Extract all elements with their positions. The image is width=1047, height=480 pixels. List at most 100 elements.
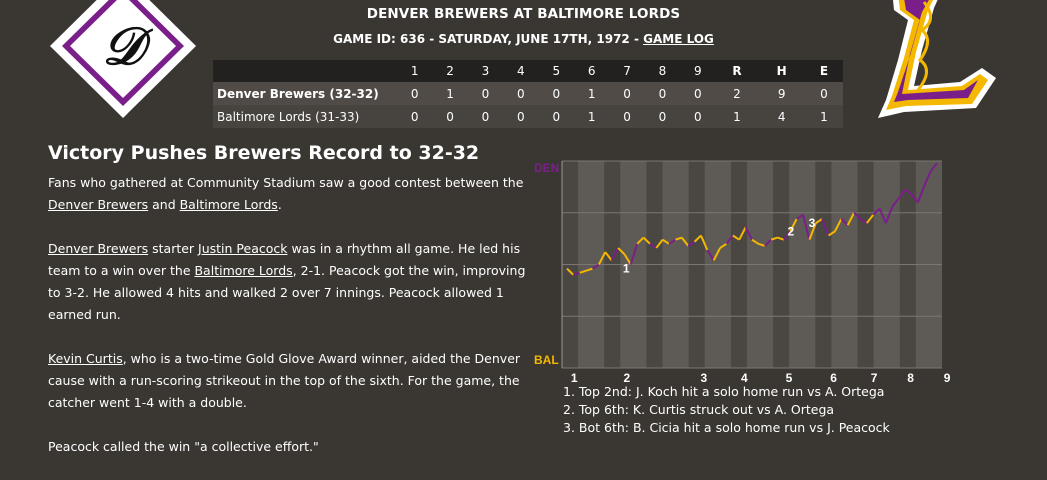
wp-line-segment [770,236,778,241]
inning-header: 1 [397,60,433,82]
wp-line-segment [712,247,721,261]
wp-line-segment [719,242,728,249]
wp-line-segment [693,234,702,243]
wp-line-segment [789,218,798,232]
wp-line-segment [840,218,849,226]
note-item: 3. Bot 6th: B. Cicia hit a solo home run… [563,420,890,435]
inning-score: 0 [538,82,574,105]
wp-inning-label: 9 [944,371,951,385]
game-title: DENVER BREWERS AT BALTIMORE LORDS [366,6,681,22]
hits-header: H [758,60,805,82]
wp-line-segment [706,249,715,261]
errors-total: 0 [804,82,843,105]
wp-line-segment [585,267,593,272]
inning-score: 0 [503,82,539,105]
wp-event-marker[interactable]: 2 [788,224,795,238]
wp-line-segment [878,208,887,224]
inning-score: 0 [397,82,433,105]
text: was in a rhythm all game. He led his tea… [48,241,521,278]
linescore-row-denver: Denver Brewers (32-32) 0 1 0 0 0 1 0 0 0… [213,82,843,105]
wp-line-segment [662,238,670,245]
wp-line-segment [764,238,772,247]
hits-total: 4 [758,105,805,128]
article-paragraph-4: Peacock called the win "a collective eff… [48,439,319,454]
inning-score: 0 [609,105,645,128]
wp-top-label: DEN [534,161,559,175]
wp-line-segment [910,193,919,204]
text: starter [148,241,199,256]
wp-line-segment [916,185,926,203]
article-paragraph-1: Fans who gathered at Community Stadium s… [48,172,528,216]
scoring-notes: 1. Top 2nd: J. Koch hit a solo home run … [563,383,890,437]
wp-line-segment [610,247,619,261]
inning-score: 0 [467,82,504,105]
wp-line-segment [738,226,747,241]
wp-inning-label: 1 [571,371,578,385]
wp-line-segment [700,235,709,251]
wp-event-marker[interactable]: 1 [623,262,630,276]
wp-line-segment [891,197,900,208]
hits-total: 9 [758,82,805,105]
inning-header: 3 [467,60,504,82]
wp-line-segment [751,238,759,245]
wp-line-segment [828,230,836,237]
inning-score: 0 [467,105,504,128]
inning-score: 0 [644,82,681,105]
team-link-baltimore[interactable]: Baltimore Lords [194,263,293,278]
wp-line-segment [777,236,785,241]
wp-line-segment [796,213,804,220]
team-link-baltimore[interactable]: Baltimore Lords [179,197,278,212]
wp-line-segment [623,253,632,266]
game-info-text: GAME ID: 636 - SATURDAY, JUNE 17TH, 1972… [333,32,644,46]
note-item: 2. Top 6th: K. Curtis struck out vs A. O… [563,402,835,417]
wp-line-segment [668,238,676,245]
inning-score: 0 [538,105,574,128]
wp-line-segment [808,222,817,241]
game-recap-article: Victory Pushes Brewers Record to 32-32 F… [48,140,528,480]
wp-event-marker[interactable]: 3 [809,216,816,230]
text: . [277,197,282,212]
wp-line-segment [853,212,862,220]
runs-header: R [715,60,759,82]
wp-inning-label: 8 [907,371,914,385]
inning-header: 8 [644,60,681,82]
player-link-peacock[interactable]: Justin Peacock [198,241,288,256]
wp-line-segment [681,236,689,247]
inning-score: 0 [397,105,433,128]
runs-total: 1 [715,105,759,128]
inning-header: 5 [538,60,574,82]
wp-line-segment [687,240,696,247]
inning-header: 2 [432,60,468,82]
inning-score: 0 [644,105,681,128]
inning-score: 1 [573,82,610,105]
wp-line-segment [675,236,683,241]
inning-score: 0 [680,105,716,128]
wp-inning-label: 6 [830,371,837,385]
team-link-denver[interactable]: Denver Brewers [48,197,149,212]
wp-inning-label: 5 [786,371,793,385]
inning-score: 0 [432,105,468,128]
team-name[interactable]: Denver Brewers (32-32) [213,82,397,105]
game-log-link[interactable]: GAME LOG [643,32,714,46]
inning-header: 9 [680,60,716,82]
wp-line-segment [579,269,587,274]
player-link-curtis[interactable]: Kevin Curtis [48,351,123,366]
wp-line-segment [732,234,740,241]
wp-line-segment [783,230,792,241]
wp-line-segment [744,226,753,241]
wp-line-segment [866,214,874,224]
inning-header: 7 [609,60,645,82]
wp-line-segment [725,234,734,245]
team-link-denver[interactable]: Denver Brewers [48,241,149,256]
inning-score: 1 [573,105,610,128]
inning-score: 1 [432,82,468,105]
text: and [148,197,180,212]
wp-line-segment [649,242,657,249]
wp-line-segment [815,218,823,224]
text: , 2-1. Peacock got the win, improving to… [48,263,526,322]
team-name[interactable]: Baltimore Lords (31-33) [213,105,397,128]
wp-line-segment [629,243,639,265]
article-paragraph-3: Kevin Curtis, who is a two-time Gold Glo… [48,348,528,414]
note-item: 1. Top 2nd: J. Koch hit a solo home run … [563,384,885,399]
